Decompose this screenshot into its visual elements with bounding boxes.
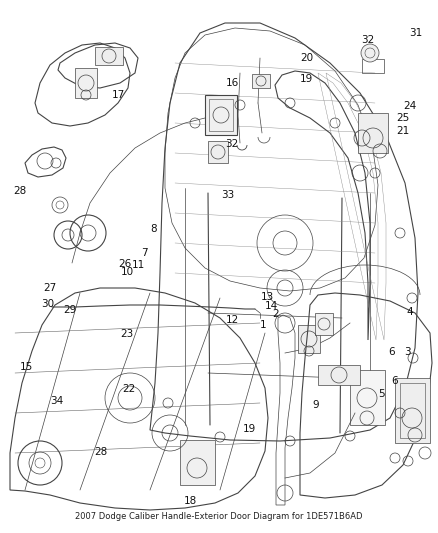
Text: 5: 5	[378, 390, 385, 399]
Bar	[350, 370, 385, 425]
Text: 30: 30	[42, 299, 55, 309]
Text: 25: 25	[396, 114, 410, 123]
Bar	[252, 74, 270, 88]
Text: 1: 1	[259, 320, 266, 330]
Bar	[298, 325, 320, 353]
Bar	[362, 59, 384, 73]
Text: 34: 34	[50, 396, 64, 406]
Text: 26: 26	[118, 259, 131, 269]
Text: 6: 6	[391, 376, 398, 386]
Bar	[205, 95, 237, 135]
Text: 32: 32	[361, 35, 374, 45]
Text: 14: 14	[265, 302, 278, 311]
Bar	[318, 365, 360, 385]
Text: 3: 3	[404, 347, 411, 357]
Text: 33: 33	[221, 190, 234, 199]
Text: 32: 32	[226, 139, 239, 149]
Bar	[395, 378, 430, 443]
Text: 18: 18	[184, 496, 197, 506]
Bar	[95, 47, 123, 65]
Text: 12: 12	[226, 315, 239, 325]
Bar	[315, 313, 333, 335]
Text: 10: 10	[120, 267, 134, 277]
Text: 31: 31	[410, 28, 423, 38]
Text: 7: 7	[141, 248, 148, 258]
Text: 29: 29	[64, 305, 77, 315]
Text: 20: 20	[300, 53, 313, 62]
Bar	[358, 113, 388, 153]
Text: 19: 19	[243, 424, 256, 434]
Text: 13: 13	[261, 292, 274, 302]
Text: 4: 4	[406, 307, 413, 317]
Text: 28: 28	[94, 447, 107, 457]
Text: 9: 9	[312, 400, 319, 410]
Text: 27: 27	[44, 283, 57, 293]
Text: 2: 2	[272, 310, 279, 319]
Bar	[208, 141, 228, 163]
Text: 15: 15	[20, 362, 33, 372]
Text: 28: 28	[13, 186, 26, 196]
Text: 24: 24	[403, 101, 416, 110]
Bar	[75, 68, 97, 98]
Text: 16: 16	[226, 78, 239, 87]
Text: 23: 23	[120, 329, 134, 339]
Circle shape	[361, 44, 379, 62]
Text: 8: 8	[150, 224, 157, 234]
Text: 19: 19	[300, 74, 313, 84]
Text: 2007 Dodge Caliber Handle-Exterior Door Diagram for 1DE571B6AD: 2007 Dodge Caliber Handle-Exterior Door …	[75, 512, 363, 521]
Text: 17: 17	[112, 90, 125, 100]
Text: 22: 22	[123, 384, 136, 394]
Text: 6: 6	[389, 347, 396, 357]
Bar	[180, 440, 215, 485]
Bar	[400, 383, 425, 438]
Bar	[209, 99, 233, 131]
Text: 11: 11	[131, 261, 145, 270]
Text: 21: 21	[396, 126, 410, 135]
